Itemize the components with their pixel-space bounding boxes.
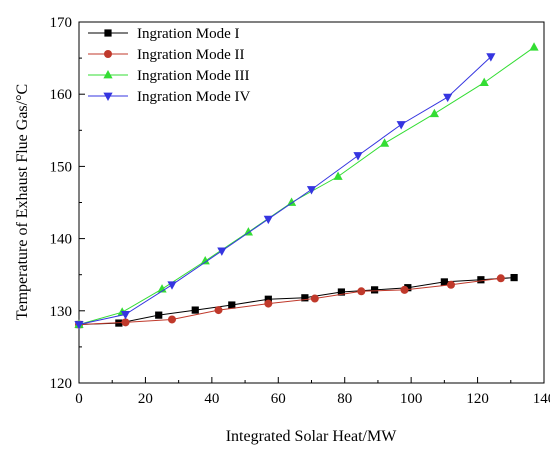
data-point <box>357 287 366 296</box>
data-point <box>191 306 199 314</box>
data-point <box>214 306 223 315</box>
data-point <box>440 278 448 286</box>
data-point <box>264 299 273 308</box>
data-point <box>306 186 317 195</box>
y-axis: 120 130 140 150 160 170 <box>50 15 85 392</box>
y-tick-label: 140 <box>50 232 73 248</box>
x-tick-label: 100 <box>400 391 423 407</box>
data-point <box>477 276 485 284</box>
y-tick-label: 170 <box>50 15 73 31</box>
legend-entry: Ingration Mode II <box>88 47 244 63</box>
data-point <box>396 121 406 130</box>
legend-entry: Ingration Mode IV <box>88 89 250 105</box>
data-point <box>74 321 84 330</box>
data-point <box>104 50 112 58</box>
y-tick-label: 160 <box>50 87 73 103</box>
data-point <box>400 285 409 294</box>
data-point <box>379 138 390 147</box>
legend-label: Ingration Mode III <box>137 68 249 84</box>
legend-label: Ingration Mode IV <box>137 89 250 105</box>
data-point <box>120 311 131 320</box>
y-tick-label: 150 <box>50 159 73 175</box>
x-tick-label: 40 <box>204 391 219 407</box>
data-point <box>228 301 236 309</box>
data-point <box>103 92 113 101</box>
data-point <box>429 108 439 118</box>
data-point <box>353 152 363 161</box>
legend-label: Ingration Mode I <box>137 26 239 42</box>
data-point <box>310 294 319 303</box>
data-point <box>168 315 176 324</box>
data-point <box>333 171 343 180</box>
x-tick-label: 20 <box>138 391 153 407</box>
x-tick-label: 80 <box>337 391 352 407</box>
data-point <box>217 247 227 256</box>
data-point <box>121 318 130 327</box>
y-tick-label: 130 <box>50 304 73 320</box>
data-point <box>371 286 379 294</box>
data-point <box>510 273 518 282</box>
legend-entry: Ingration Mode I <box>88 26 239 42</box>
data-point <box>479 77 489 87</box>
data-point <box>104 29 112 37</box>
data-point <box>443 93 453 103</box>
series-line <box>78 56 492 325</box>
data-point <box>264 295 272 303</box>
data-point <box>200 255 210 265</box>
series <box>74 42 539 328</box>
data-point <box>496 274 505 283</box>
y-axis-title: Temperature of Exhaust Flue Gas/°C <box>14 84 31 320</box>
data-point <box>167 281 177 290</box>
data-point <box>301 294 309 302</box>
legend-entry: Ingration Mode III <box>88 68 249 84</box>
x-axis: 0 20 40 60 80 100 120 140 <box>75 377 550 407</box>
data-point <box>286 197 297 206</box>
data-point <box>157 284 167 293</box>
series-line <box>78 277 501 325</box>
series <box>75 274 505 329</box>
x-tick-label: 140 <box>533 391 550 407</box>
legend: Ingration Mode I Ingration Mode II Ingrati… <box>88 26 250 105</box>
x-tick-label: 120 <box>466 391 489 407</box>
data-point <box>337 288 345 296</box>
data-point <box>155 311 163 319</box>
data-point <box>103 70 113 79</box>
series <box>74 53 496 330</box>
x-tick-label: 60 <box>271 391 286 407</box>
x-axis-title: Integrated Solar Heat/MW <box>226 428 398 445</box>
data-point <box>447 280 455 289</box>
legend-label: Ingration Mode II <box>137 47 244 63</box>
y-tick-label: 120 <box>50 376 73 392</box>
data-point <box>529 42 539 51</box>
x-tick-label: 0 <box>75 391 83 407</box>
data-point <box>243 227 253 236</box>
data-point <box>263 215 273 225</box>
series-layer <box>74 42 539 330</box>
data-point <box>486 53 496 62</box>
